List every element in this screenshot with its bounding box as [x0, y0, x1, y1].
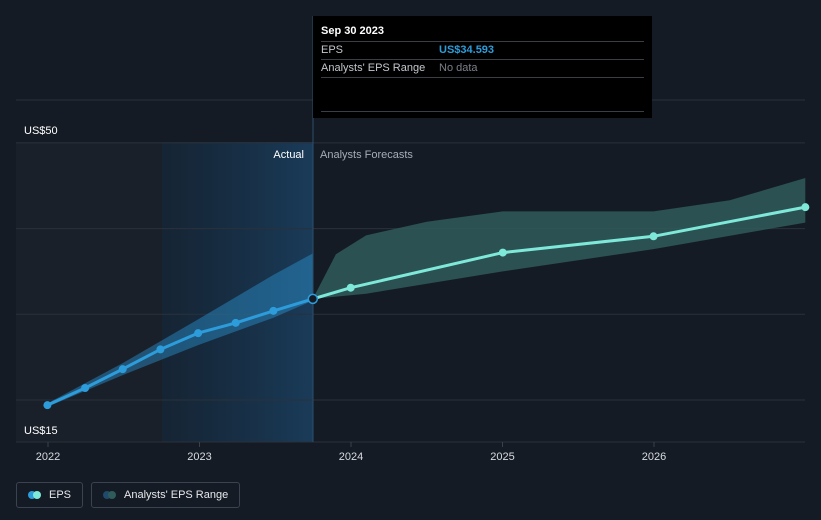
x-tick-label: 2023	[187, 451, 211, 463]
tooltip-spacer	[321, 78, 644, 112]
highlighted-eps-point[interactable]	[307, 293, 319, 305]
legend: EPS Analysts' EPS Range	[16, 482, 241, 508]
tooltip-eps-name: EPS	[321, 44, 344, 56]
actual-eps-point[interactable]	[194, 329, 203, 338]
hover-tooltip: Sep 30 2023 EPS US$34.593 Analysts' EPS …	[313, 16, 652, 118]
series-points[interactable]	[43, 203, 810, 410]
tooltip-range-name: Analysts' EPS Range	[321, 62, 426, 74]
past-shade	[16, 142, 162, 442]
forecast-region-label: Analysts Forecasts	[320, 149, 413, 161]
tooltip-range-value: No data	[439, 62, 478, 74]
y-label-top: US$50	[24, 125, 58, 137]
forecast-eps-point[interactable]	[649, 232, 658, 241]
x-tick-label: 2022	[36, 451, 60, 463]
actual-eps-point[interactable]	[156, 345, 165, 354]
range-swatch-icon	[103, 491, 117, 499]
legend-item-eps[interactable]: EPS	[16, 482, 84, 508]
actual-eps-point[interactable]	[269, 306, 278, 315]
actual-eps-point[interactable]	[43, 401, 52, 410]
tooltip-date: Sep 30 2023	[321, 25, 384, 37]
x-tick-label: 2024	[339, 451, 363, 463]
forecast-eps-point[interactable]	[498, 248, 507, 257]
actual-eps-range-band	[47, 253, 313, 407]
legend-eps-label: EPS	[49, 489, 72, 501]
tooltip-row-eps: EPS US$34.593	[321, 41, 644, 59]
legend-range-label: Analysts' EPS Range	[124, 489, 229, 501]
x-tick-label: 2025	[490, 451, 514, 463]
actual-eps-point[interactable]	[81, 384, 90, 392]
forecast-eps-point[interactable]	[346, 283, 355, 292]
actual-eps-point[interactable]	[118, 365, 127, 374]
actual-region-label: Actual	[273, 149, 304, 161]
y-label-bottom: US$15	[24, 425, 58, 437]
tooltip-row-range: Analysts' EPS Range No data	[321, 59, 644, 78]
actual-eps-line	[46, 297, 314, 407]
actual-period-shade	[162, 142, 313, 442]
x-tick-label: 2026	[642, 451, 666, 463]
x-axis-ticks: 2022 2023 2024 2025 2026	[36, 442, 666, 463]
actual-eps-point[interactable]	[231, 318, 240, 327]
forecast-eps-point[interactable]	[801, 203, 810, 212]
legend-item-range[interactable]: Analysts' EPS Range	[91, 482, 241, 508]
eps-swatch-icon	[28, 491, 42, 499]
tooltip-eps-value: US$34.593	[439, 44, 495, 56]
